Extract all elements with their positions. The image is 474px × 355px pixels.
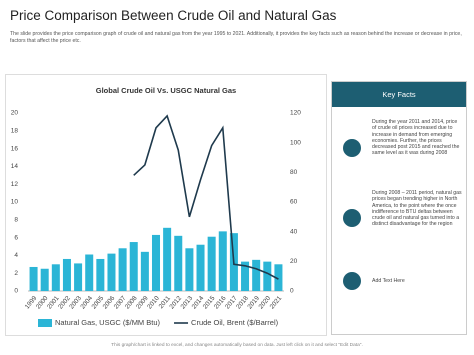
legend-swatch <box>38 319 52 327</box>
bar <box>107 253 116 291</box>
description: The slide provides the price comparison … <box>10 31 462 44</box>
y-tick-label: 10 <box>11 199 19 206</box>
bar <box>163 227 172 291</box>
bar <box>129 242 138 291</box>
y-tick-label: 0 <box>14 288 18 295</box>
bar <box>241 261 250 291</box>
y-tick-label: 8 <box>14 217 18 224</box>
y-tick-label: 16 <box>11 145 19 152</box>
y-tick-label: 12 <box>11 181 19 188</box>
legend-label: Natural Gas, USGC ($/MM Btu) <box>55 318 161 327</box>
y2-tick-label: 40 <box>290 228 298 235</box>
y2-tick-label: 0 <box>290 288 294 295</box>
bar <box>74 263 83 291</box>
chart-title: Global Crude Oil Vs. USGC Natural Gas <box>96 86 236 95</box>
x-tick-label: 2010 <box>146 295 161 311</box>
fact: Add Text Here <box>372 278 405 284</box>
fact: During 2008 – 2011 period, natural gas p… <box>372 190 462 228</box>
bar <box>118 248 127 291</box>
bar <box>252 259 261 291</box>
bar <box>51 264 60 291</box>
y-tick-label: 14 <box>11 163 19 170</box>
line <box>133 114 279 280</box>
bar <box>62 258 71 291</box>
y-tick-label: 4 <box>14 252 18 259</box>
bar <box>196 244 205 291</box>
y2-tick-label: 80 <box>290 169 298 176</box>
bar <box>96 258 105 291</box>
y2-tick-label: 120 <box>290 110 301 117</box>
y2-tick-label: 100 <box>290 139 301 146</box>
bar <box>151 234 161 291</box>
bar <box>85 254 94 291</box>
slide-title: Price Comparison Between Crude Oil and N… <box>10 8 337 23</box>
bar <box>207 236 216 291</box>
icon <box>343 209 361 227</box>
y-tick-label: 6 <box>14 234 18 241</box>
bar <box>185 248 194 291</box>
chart: Global Crude Oil Vs. USGC Natural Gas 02… <box>11 86 301 327</box>
y-tick-label: 20 <box>11 110 19 117</box>
y2-tick-label: 60 <box>290 199 298 206</box>
y2-tick-label: 20 <box>290 258 298 265</box>
legend-label: Crude Oil, Brent ($/Barrel) <box>191 318 279 327</box>
y-tick-label: 18 <box>11 128 19 135</box>
bar <box>140 251 149 291</box>
bar <box>174 235 183 291</box>
fact: During the year 2011 and 2014, price of … <box>372 119 460 157</box>
x-tick-label: 2021 <box>269 295 284 311</box>
icon <box>343 272 361 290</box>
bar <box>218 231 227 291</box>
y-tick-label: 2 <box>14 270 18 277</box>
key-facts-title: Key Facts <box>332 82 466 107</box>
key-facts: Key Facts During the year 2011 and 2014,… <box>331 81 467 335</box>
bar <box>274 264 283 291</box>
icon <box>343 139 361 157</box>
bar <box>263 261 272 291</box>
bar <box>40 268 49 291</box>
bar <box>29 266 38 291</box>
footer: This graph/chart is linked to excel, and… <box>111 343 363 348</box>
